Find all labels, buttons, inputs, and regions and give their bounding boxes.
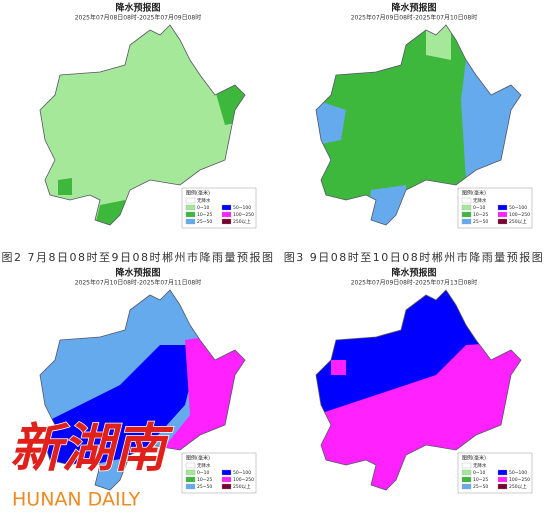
map-period: 2025年07月09日08时-2025年07月13日08时 [351,279,478,287]
map-title: 降水预报图 [391,267,436,279]
legend-label: 50~100 [509,205,527,211]
legend-swatch [497,211,508,218]
legend-swatch [461,211,472,218]
legend-swatch [461,197,472,204]
map-title: 降水预报图 [115,267,160,279]
county-border [315,24,522,226]
legend-swatch [185,483,196,490]
legend-swatch [221,211,232,218]
legend-swatch [461,483,472,490]
legend-label: 250以上 [233,218,251,225]
legend-swatch [221,476,232,483]
legend-label: 250以上 [509,218,527,225]
legend-swatch [461,469,472,476]
legend-label: 无降水 [197,197,211,204]
legend-swatch [221,218,232,225]
legend-label: 0~10 [197,205,209,211]
map-title: 降水预报图 [391,2,436,14]
legend-label: 25~50 [197,484,212,490]
legend-label: 50~100 [233,470,251,476]
legend-swatch [185,211,196,218]
legend-label: 无降水 [197,462,211,469]
legend-label: 25~50 [473,484,488,490]
legend-label: 100~250 [509,212,530,218]
legend-swatch [221,469,232,476]
legend-swatch [497,218,508,225]
rain-region [366,185,406,225]
legend-swatch [461,218,472,225]
legend-label: 10~25 [473,477,488,483]
legend-label: 25~50 [197,219,212,225]
legend-title: 图例(毫米) [186,455,210,462]
legend-label: 100~250 [233,477,254,483]
legend-swatch [185,469,196,476]
legend-label: 10~25 [197,212,212,218]
county-border [315,289,522,491]
legend-label: 250以上 [233,483,251,490]
map-period: 2025年07月09日08时-2025年07月10日08时 [351,14,478,22]
legend-title: 图例(毫米) [462,455,486,462]
legend-swatch [461,462,472,469]
map-period: 2025年07月10日08时-2025年07月11日08时 [75,279,202,287]
legend-swatch [497,204,508,211]
legend-swatch [185,462,196,469]
rain-region [331,360,346,375]
legend-swatch [497,469,508,476]
rain-region [40,345,200,475]
legend-swatch [221,483,232,490]
legend-label: 无降水 [473,462,487,469]
legend-label: 0~10 [473,205,485,211]
legend-swatch [185,197,196,204]
legend-label: 250以上 [509,483,527,490]
legend-label: 10~25 [473,212,488,218]
legend-label: 25~50 [473,219,488,225]
caption: 图2 7月8日08时至9日08时郴州市降雨量预报图 [2,250,275,264]
legend-swatch [461,204,472,211]
legend-label: 50~100 [233,205,251,211]
legend-title: 图例(毫米) [186,190,210,197]
legend-label: 50~100 [509,470,527,476]
map-panel: 降水预报图2025年07月09日08时-2025年07月10日08时图例(毫米)… [315,2,533,229]
legend-label: 100~250 [509,477,530,483]
rain-region [58,178,72,195]
map-title: 降水预报图 [115,2,160,14]
county-border [39,24,246,226]
caption: 图3 9日08时至10日08时郴州市降雨量预报图 [284,250,544,264]
legend-swatch [497,483,508,490]
map-period: 2025年07月08日08时-2025年07月09日08时 [75,14,202,22]
legend-swatch [185,476,196,483]
legend-swatch [461,476,472,483]
legend-swatch [185,204,196,211]
rain-region [426,25,451,60]
watermark-en: HUNAN DAILY [12,489,141,511]
legend-swatch [185,218,196,225]
map-panel: 降水预报图2025年07月08日08时-2025年07月09日08时图例(毫米)… [39,2,257,229]
legend-label: 100~250 [233,212,254,218]
map-panel: 降水预报图2025年07月09日08时-2025年07月13日08时图例(毫米)… [315,267,533,494]
legend-swatch [497,476,508,483]
rain-region [316,100,346,145]
legend-label: 0~10 [473,470,485,476]
legend-swatch [221,204,232,211]
legend-label: 0~10 [197,470,209,476]
legend-label: 10~25 [197,477,212,483]
watermark-cn: 新湖南 [10,419,174,479]
legend-title: 图例(毫米) [462,190,486,197]
legend-label: 无降水 [473,197,487,204]
county-border [39,289,246,491]
